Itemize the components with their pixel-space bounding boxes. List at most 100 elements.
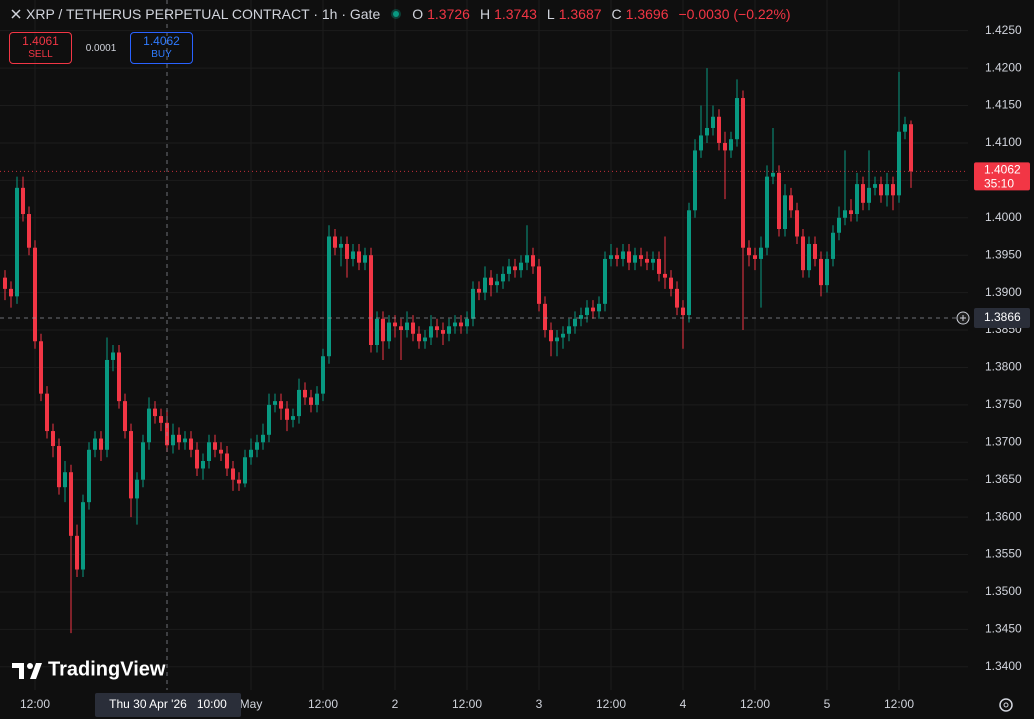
y-tick-label: 1.3800: [985, 360, 1022, 374]
x-tick-label: 12:00: [596, 697, 626, 711]
candle-body: [669, 277, 673, 289]
y-tick-label: 1.3750: [985, 397, 1022, 411]
candle-body: [873, 184, 877, 188]
candle-body: [717, 116, 721, 143]
buy-label[interactable]: BUY: [151, 49, 172, 60]
candle-body: [291, 416, 295, 420]
candle-body: [735, 98, 739, 140]
candle-body: [615, 255, 619, 259]
candle-body: [693, 150, 697, 211]
last-price-box: [974, 162, 1030, 191]
legend-label: C: [611, 6, 622, 22]
candle-body: [513, 266, 517, 271]
candle-body: [39, 341, 43, 394]
candle-body: [543, 303, 547, 331]
candle-body: [789, 195, 793, 211]
candle-body: [9, 288, 13, 297]
candle-body: [267, 404, 271, 435]
candle-body: [447, 326, 451, 334]
candle-body: [465, 318, 469, 327]
candle-body: [813, 243, 817, 259]
candle-body: [573, 318, 577, 327]
y-tick-label: 1.4100: [985, 135, 1022, 149]
buy-price[interactable]: 1.4062: [143, 34, 180, 48]
candle-body: [831, 232, 835, 259]
sell-label[interactable]: SELL: [28, 49, 53, 60]
candle-body: [81, 502, 85, 570]
sell-price[interactable]: 1.4061: [22, 34, 59, 48]
candle-body: [483, 277, 487, 293]
candle-body: [741, 98, 745, 248]
candle-body: [585, 307, 589, 316]
y-tick-label: 1.3400: [985, 659, 1022, 673]
x-tick-label: 12:00: [740, 697, 770, 711]
candle-body: [531, 255, 535, 267]
candle-body: [93, 438, 97, 450]
sell-button[interactable]: 1.4061 SELL: [9, 32, 72, 64]
candle-body: [891, 184, 895, 196]
candle-body: [381, 318, 385, 342]
candle-body: [357, 251, 361, 263]
buy-button[interactable]: 1.4062 BUY: [130, 32, 193, 64]
candle-body: [639, 255, 643, 259]
candle-body: [711, 116, 715, 128]
candle-body: [249, 449, 253, 458]
close-icon[interactable]: [10, 8, 22, 20]
candle-body: [117, 352, 121, 402]
candle-body: [525, 255, 529, 263]
candle-body: [801, 236, 805, 271]
y-tick-label: 1.4150: [985, 98, 1022, 112]
candle-body: [567, 326, 571, 334]
candle-body: [489, 277, 493, 286]
gear[interactable]: [999, 698, 1013, 712]
grid: [0, 0, 968, 690]
candle-body: [519, 262, 523, 271]
candle-body: [675, 288, 679, 308]
y-tick-label: 1.4200: [985, 60, 1022, 74]
candle-body: [879, 184, 883, 196]
y-tick-label: 1.3450: [985, 622, 1022, 636]
candle-body: [111, 352, 115, 360]
candle-body: [441, 330, 445, 334]
candle-body: [255, 442, 259, 450]
candle-body: [771, 172, 775, 177]
candle-body: [723, 142, 727, 151]
candle-body: [135, 479, 139, 499]
candle-body: [333, 236, 337, 248]
x-tick-label: 12:00: [452, 697, 482, 711]
candle-body: [459, 322, 463, 327]
settings-icon[interactable]: [999, 698, 1013, 712]
x-tick-label: May: [240, 697, 263, 711]
candle-body: [159, 416, 163, 423]
legend-value: 1.3687: [558, 6, 602, 22]
candle-body: [141, 442, 145, 480]
plot: [3, 68, 913, 634]
candle-body: [195, 449, 199, 469]
candle-body: [591, 307, 595, 312]
symbol-title[interactable]: XRP / TETHERUS PERPETUAL CONTRACT · 1h ·…: [26, 6, 381, 22]
candle-body: [435, 326, 439, 331]
candle-body: [27, 214, 31, 248]
candle-body: [213, 442, 217, 450]
candle-body: [429, 326, 433, 338]
candle-body: [237, 479, 241, 484]
y-tick-label: 1.3500: [985, 584, 1022, 598]
candle-body: [453, 322, 457, 327]
candle-body: [909, 124, 913, 172]
candle-body: [189, 438, 193, 450]
candle-body: [3, 277, 7, 289]
candle-body: [123, 401, 127, 432]
candle-body: [327, 236, 331, 357]
candle-body: [273, 401, 277, 405]
y-tick-label: 1.3550: [985, 547, 1022, 561]
y-tick-label: 1.3700: [985, 434, 1022, 448]
gear-center[interactable]: [1003, 702, 1009, 708]
candle-body: [417, 333, 421, 342]
candle-body: [621, 251, 625, 259]
candle-body: [315, 393, 319, 405]
change: −0.0030 (−0.22%): [678, 6, 791, 22]
candle-body: [753, 255, 757, 259]
candle-body: [633, 255, 637, 263]
